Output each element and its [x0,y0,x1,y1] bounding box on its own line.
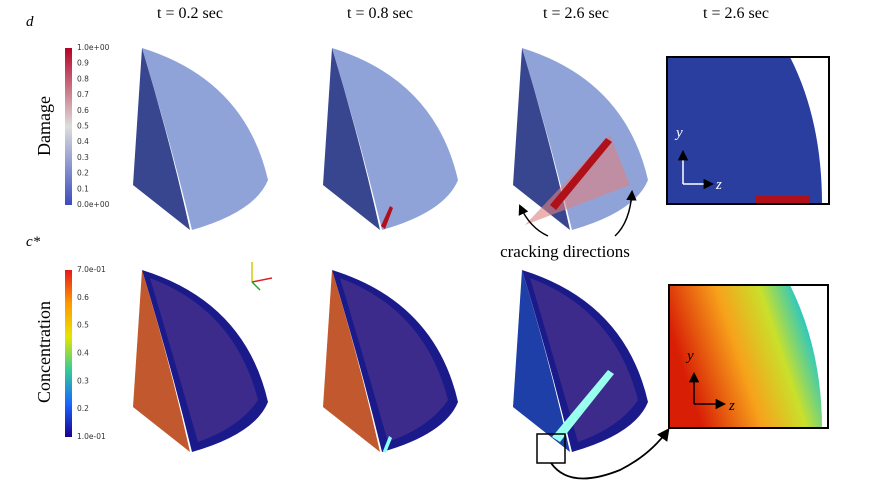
panel [323,48,458,230]
column-header: t = 2.6 sec [703,5,769,22]
colorbar-label: 0.0e+00 [77,200,110,209]
interior [340,278,448,442]
colorbar-label: 7.0e-01 [77,265,106,274]
axis-label: y [674,125,683,141]
face [513,270,570,452]
outside [790,285,828,428]
orientation-triad [251,262,273,291]
panel [513,270,648,452]
damage-inset: y z [666,56,830,205]
colorbar-label: 0.7 [77,90,89,99]
axis-label: z [728,398,735,414]
interior [150,278,258,442]
axis [251,281,261,291]
colorbar [65,48,72,205]
crack [383,436,392,453]
face [513,48,570,230]
colorbar-label: 0.2 [77,169,89,178]
concentration-inset: y z [668,284,829,429]
row-label: Concentration [34,301,54,403]
column-headers: t = 0.2 sec t = 0.8 sec t = 2.6 sec t = … [157,5,769,22]
dome [142,48,268,230]
zoom-arrow [550,427,670,480]
row-symbol: c* [26,234,41,250]
colorbar-label: 0.4 [77,137,89,146]
panel [323,270,458,453]
inset-frame [666,56,830,205]
face [323,270,380,452]
column-header: t = 2.6 sec [543,5,609,22]
row-symbol: d [26,14,34,30]
column-header: t = 0.8 sec [347,5,413,22]
colorbar-label: 0.2 [77,404,89,413]
crack [552,370,614,442]
crack [755,196,810,203]
inset-frame [668,284,829,429]
concentration-panels [133,270,648,453]
axis [251,277,273,283]
colorbar-label: 0.9 [77,59,89,68]
panel [133,48,268,230]
arrow [614,189,637,237]
colorbar-labels: 1.0e+00 0.9 0.8 0.7 0.6 0.5 0.4 0.3 0.2 0.1 0.0e+0… [77,43,110,441]
panel [133,270,268,452]
annotation: cracking directions [500,242,630,261]
axis-label: z [715,177,722,193]
colorbar-label: 0.6 [77,106,89,115]
column-header: t = 0.2 sec [157,5,223,22]
colorbar-label: 0.3 [77,376,89,385]
interior [530,278,638,442]
colorbar-label: 0.3 [77,153,89,162]
axis-label: y [685,348,694,364]
colorbar [65,270,72,437]
colorbar-label: 0.5 [77,122,89,131]
face [133,48,190,230]
panel [513,48,648,230]
crack [381,206,393,229]
colorbar-label: 0.4 [77,349,89,358]
outside [790,57,829,204]
colorbar-label: 0.6 [77,293,89,302]
colorbar-label: 1.0e-01 [77,432,106,441]
colorbar-label: 0.1 [77,184,89,193]
damage-panels [133,48,648,230]
colorbar-label: 0.5 [77,321,89,330]
colorbar-label: 1.0e+00 [77,43,110,52]
crack [550,138,612,210]
face [323,48,380,230]
arrow [518,204,549,237]
dome [332,48,458,230]
colorbar-label: 0.8 [77,74,89,83]
row-label: Damage [34,96,54,156]
face [133,270,190,452]
